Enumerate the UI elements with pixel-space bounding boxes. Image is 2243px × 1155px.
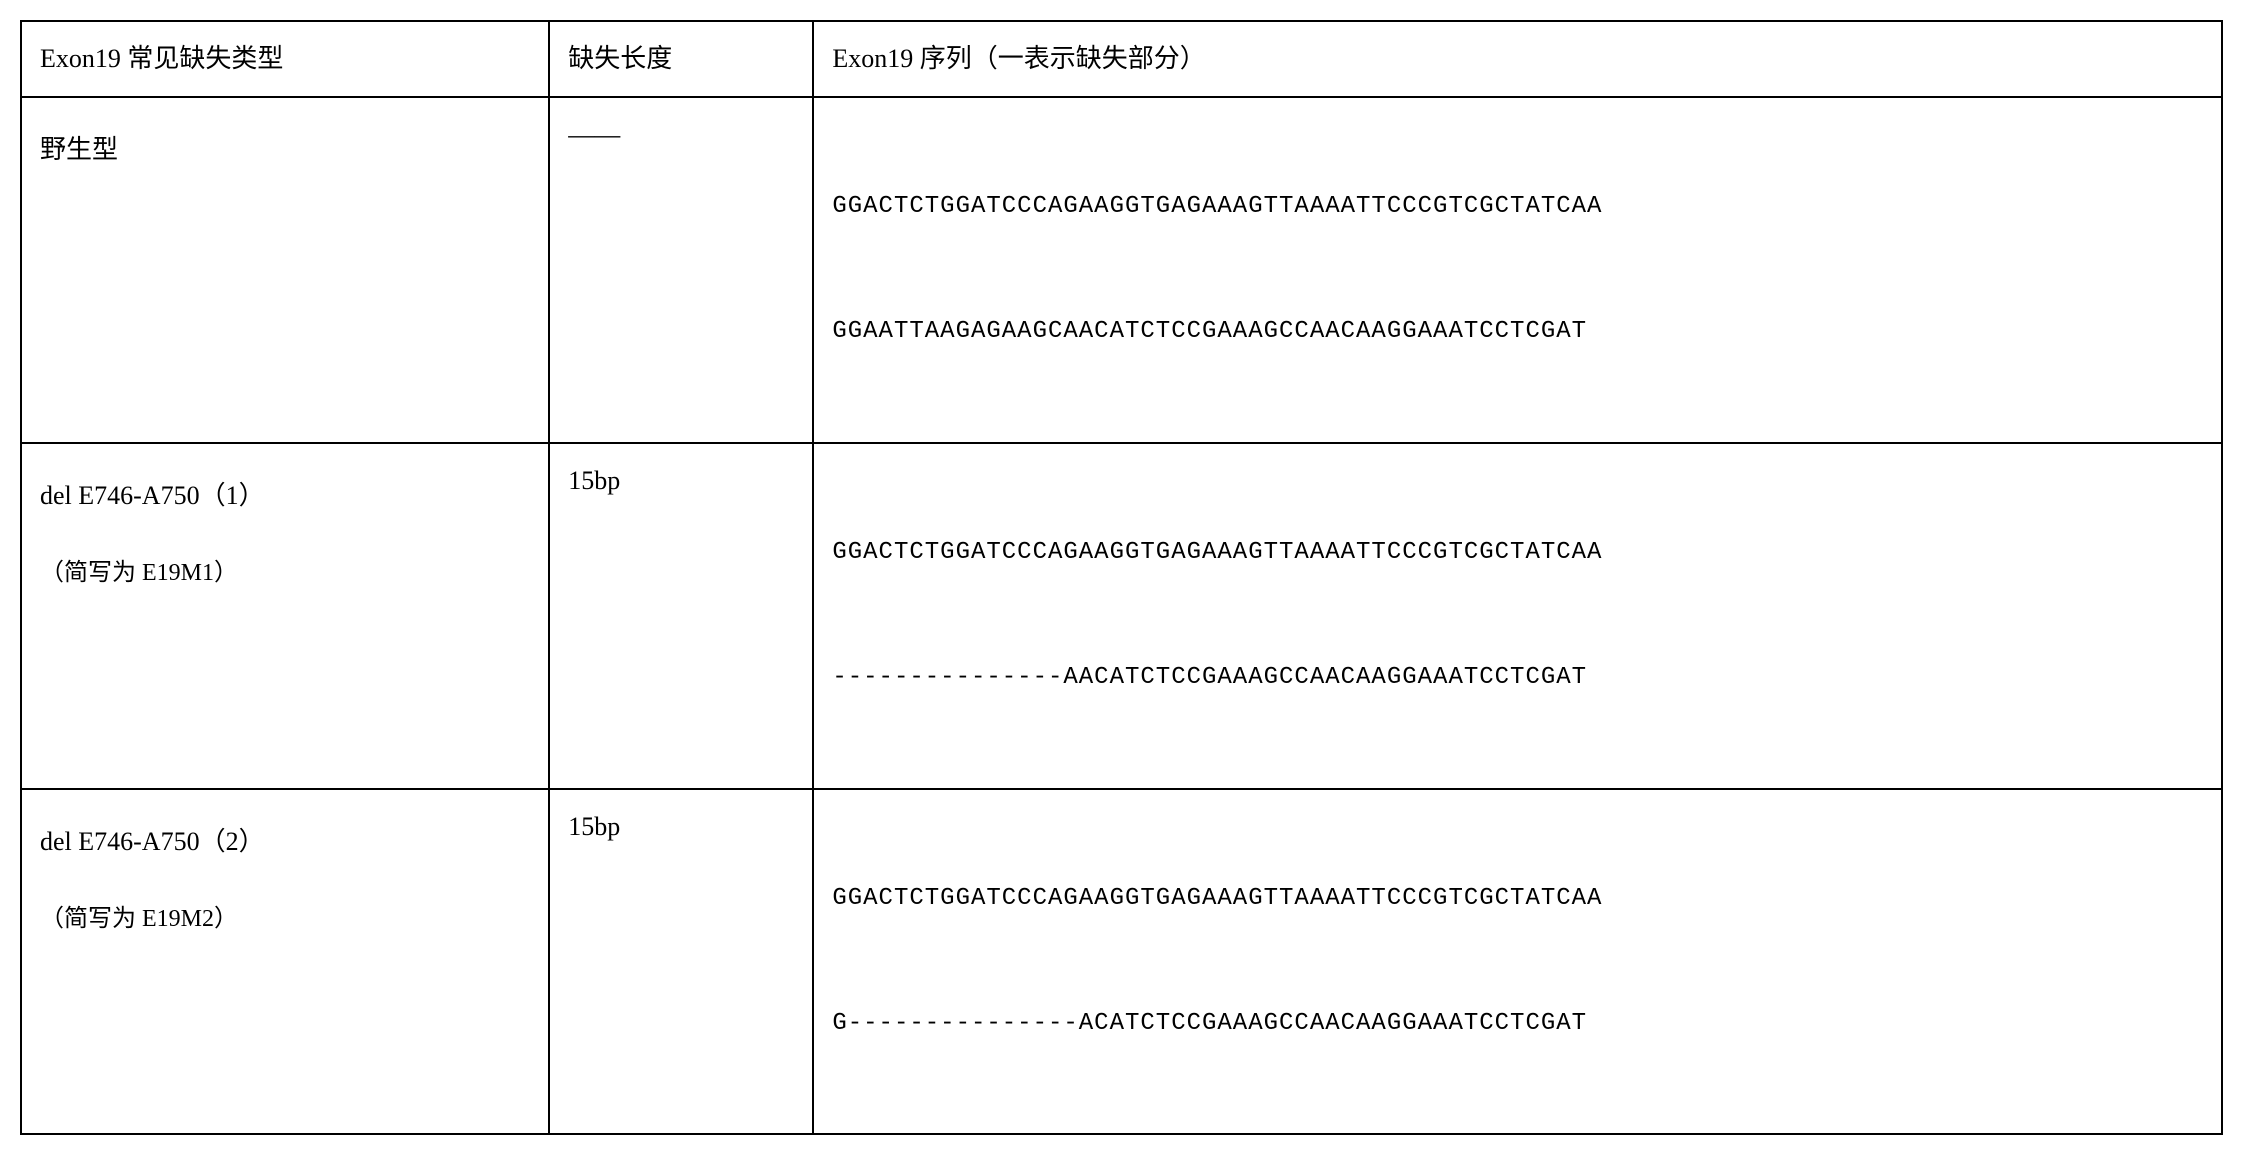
cell-type-e19m2: del E746-A750（2） （简写为 E19M2）: [21, 789, 549, 1135]
cell-type-e19m1: del E746-A750（1） （简写为 E19M1）: [21, 443, 549, 789]
cell-sequence-e19m2: GGACTCTGGATCCCAGAAGGTGAGAAAGTTAAAATTCCCG…: [813, 789, 2222, 1135]
cell-sequence-e19m1: GGACTCTGGATCCCAGAAGGTGAGAAAGTTAAAATTCCCG…: [813, 443, 2222, 789]
cell-sequence-wildtype: GGACTCTGGATCCCAGAAGGTGAGAAAGTTAAAATTCCCG…: [813, 97, 2222, 443]
cell-length-e19m1: 15bp: [549, 443, 813, 789]
cell-type-wildtype: 野生型: [21, 97, 549, 443]
type-abbrev: （简写为 E19M2）: [40, 886, 530, 953]
type-label: del E746-A750（2）: [40, 806, 530, 879]
header-deletion-type: Exon19 常见缺失类型: [21, 21, 549, 97]
exon19-deletion-table: Exon19 常见缺失类型 缺失长度 Exon19 序列（一表示缺失部分） 野生…: [20, 20, 2223, 1135]
sequence-line2: ---------------AACATCTCCGAAAGCCAACAAGGAA…: [832, 647, 2203, 709]
sequence-line2: G---------------ACATCTCCGAAAGCCAACAAGGAA…: [832, 993, 2203, 1055]
table-row: 野生型 ―― GGACTCTGGATCCCAGAAGGTGAGAAAGTTAAA…: [21, 97, 2222, 443]
table-header-row: Exon19 常见缺失类型 缺失长度 Exon19 序列（一表示缺失部分）: [21, 21, 2222, 97]
table-row: del E746-A750（1） （简写为 E19M1） 15bp GGACTC…: [21, 443, 2222, 789]
sequence-line1: GGACTCTGGATCCCAGAAGGTGAGAAAGTTAAAATTCCCG…: [832, 522, 2203, 584]
sequence-line2: GGAATTAAGAGAAGCAACATCTCCGAAAGCCAACAAGGAA…: [832, 301, 2203, 363]
type-label: 野生型: [40, 114, 530, 187]
type-abbrev: （简写为 E19M1）: [40, 540, 530, 607]
type-label: del E746-A750（1）: [40, 460, 530, 533]
cell-length-e19m2: 15bp: [549, 789, 813, 1135]
header-deletion-length: 缺失长度: [549, 21, 813, 97]
sequence-line1: GGACTCTGGATCCCAGAAGGTGAGAAAGTTAAAATTCCCG…: [832, 868, 2203, 930]
cell-length-wildtype: ――: [549, 97, 813, 443]
exon19-table-container: Exon19 常见缺失类型 缺失长度 Exon19 序列（一表示缺失部分） 野生…: [20, 20, 2223, 1135]
table-row: del E746-A750（2） （简写为 E19M2） 15bp GGACTC…: [21, 789, 2222, 1135]
header-sequence: Exon19 序列（一表示缺失部分）: [813, 21, 2222, 97]
sequence-line1: GGACTCTGGATCCCAGAAGGTGAGAAAGTTAAAATTCCCG…: [832, 176, 2203, 238]
